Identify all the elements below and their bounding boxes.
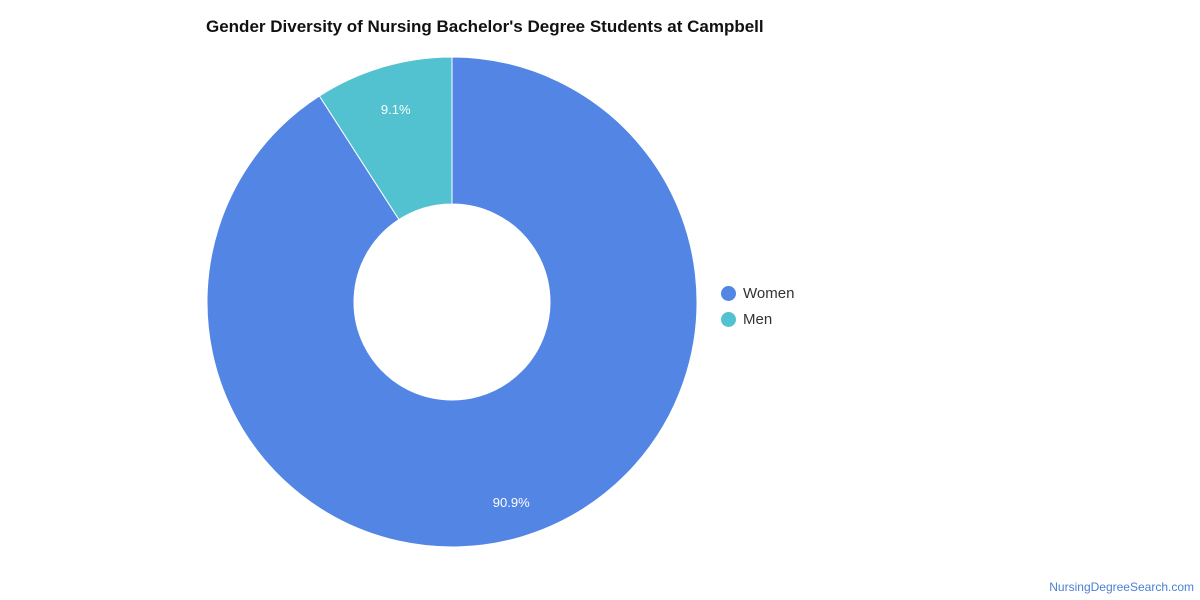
chart-legend: Women Men bbox=[721, 280, 794, 332]
chart-title: Gender Diversity of Nursing Bachelor's D… bbox=[206, 17, 764, 36]
legend-swatch-men bbox=[721, 311, 736, 327]
legend-label-women: Women bbox=[743, 284, 795, 302]
data-label-men: 9.1% bbox=[381, 102, 411, 117]
donut-slice-women[interactable] bbox=[206, 56, 698, 548]
legend-label-men: Men bbox=[743, 310, 773, 328]
legend-swatch-women bbox=[721, 285, 736, 301]
donut-slice-men[interactable] bbox=[318, 56, 453, 221]
data-label-women: 90.9% bbox=[493, 495, 530, 510]
source-link[interactable]: NursingDegreeSearch.com bbox=[1049, 580, 1194, 594]
legend-item-women[interactable]: Women bbox=[721, 280, 794, 306]
legend-item-men[interactable]: Men bbox=[721, 306, 794, 332]
